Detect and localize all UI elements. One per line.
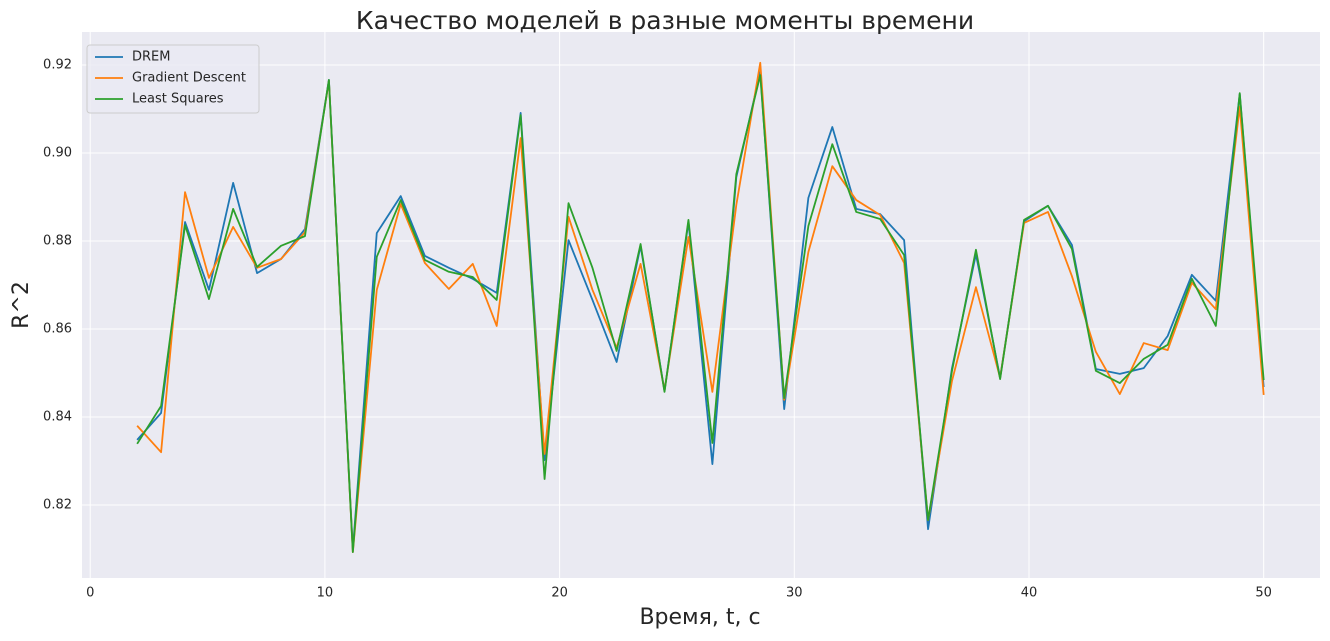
x-tick-label: 10 [317, 586, 334, 601]
x-tick-label: 0 [86, 586, 94, 601]
y-tick-label: 0.92 [43, 57, 72, 72]
x-tick-label: 20 [551, 586, 568, 601]
legend-label: DREM [132, 50, 170, 65]
legend-box [86, 44, 260, 114]
y-tick-label: 0.82 [43, 497, 72, 512]
y-tick-label: 0.84 [43, 409, 72, 424]
chart-title: Качество моделей в разные моменты времен… [356, 6, 974, 35]
y-axis-label: R^2 [9, 281, 34, 329]
x-tick-label: 30 [786, 586, 803, 601]
x-axis-label: Время, t, c [639, 605, 760, 630]
series-line [136, 74, 1265, 553]
y-tick-label: 0.88 [43, 233, 72, 248]
x-tick-label: 50 [1255, 586, 1272, 601]
legend-label: Least Squares [132, 92, 224, 107]
plot-area [82, 32, 1320, 578]
y-tick-label: 0.86 [43, 321, 72, 336]
y-tick-label: 0.90 [43, 145, 72, 160]
x-tick-label: 40 [1021, 586, 1038, 601]
legend-label: Gradient Descent [132, 71, 246, 86]
